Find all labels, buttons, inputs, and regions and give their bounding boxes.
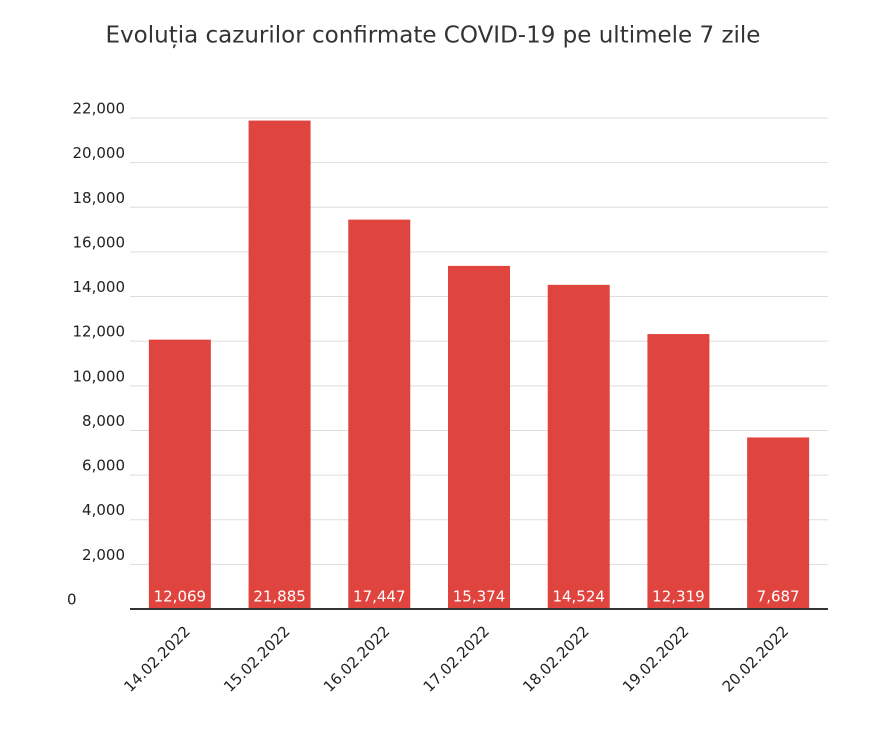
bar: [448, 265, 510, 609]
y-tick-label: 20,000: [73, 144, 126, 162]
x-tick-label: 19.02.2022: [619, 622, 692, 695]
x-tick-label: 17.02.2022: [420, 622, 493, 695]
chart-title: Evoluția cazurilor confirmate COVID-19 p…: [106, 23, 761, 49]
value-label: 15,374: [453, 588, 506, 606]
y-tick-label: 22,000: [73, 100, 126, 118]
value-label: 12,069: [154, 588, 207, 606]
bar: [348, 219, 411, 609]
bar: [547, 284, 610, 609]
y-tick-label: 18,000: [73, 189, 126, 207]
y-tick-label: 12,000: [73, 323, 126, 341]
x-tick-label: 14.02.2022: [120, 622, 193, 695]
y-tick-label: 16,000: [73, 233, 126, 251]
value-label: 14,524: [552, 588, 605, 606]
x-tick-label: 18.02.2022: [519, 622, 592, 695]
x-tick-label: 20.02.2022: [719, 622, 792, 695]
x-tick-label: 15.02.2022: [220, 622, 293, 695]
bar: [747, 437, 810, 609]
y-tick-label: 8,000: [82, 412, 125, 430]
y-tick-label: 0: [67, 591, 77, 609]
bar: [647, 334, 710, 609]
y-tick-label: 2,000: [82, 546, 125, 564]
value-label: 21,885: [253, 588, 306, 606]
y-tick-label: 10,000: [73, 367, 126, 385]
x-tick-label: 16.02.2022: [320, 622, 393, 695]
value-label: 12,319: [652, 588, 705, 606]
value-label: 7,687: [757, 588, 800, 606]
y-tick-label: 6,000: [82, 457, 125, 475]
y-tick-label: 4,000: [82, 501, 125, 519]
bar: [248, 120, 311, 609]
y-tick-label: 14,000: [73, 278, 126, 296]
bar: [148, 339, 211, 609]
value-label: 17,447: [353, 588, 406, 606]
